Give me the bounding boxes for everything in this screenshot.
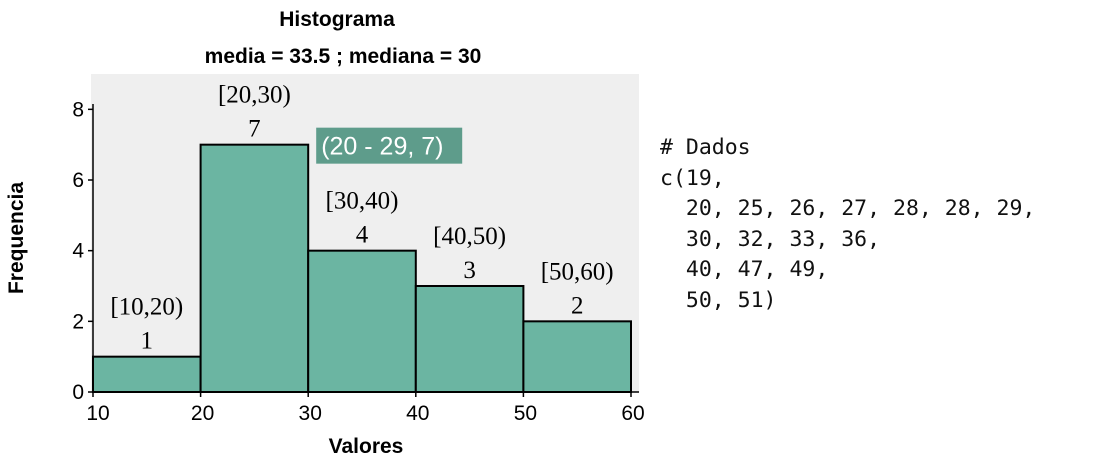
bar-count-label: 2 <box>571 292 584 319</box>
y-tick-label: 0 <box>72 381 84 404</box>
bar-count-label: 4 <box>356 222 369 249</box>
bar-tooltip: (20 - 29, 7) <box>316 127 463 164</box>
code-line: 40, 47, 49, <box>660 257 829 282</box>
y-axis-label: Frequencia <box>5 182 28 294</box>
code-line: 50, 51) <box>660 287 777 313</box>
x-tick-label: 10 <box>86 402 109 425</box>
y-tick-label: 8 <box>72 98 84 121</box>
y-tick-label: 2 <box>72 310 84 333</box>
bar-count-label: 1 <box>141 328 154 355</box>
data-code-panel: # Dados c(19, 20, 25, 26, 27, 28, 28, 29,… <box>660 133 1035 316</box>
bar-count-label: 3 <box>463 257 476 284</box>
histogram-bar[interactable] <box>92 355 202 393</box>
bar-interval-label: [50,60) <box>541 258 614 285</box>
bar-interval-label: [10,20) <box>110 294 183 321</box>
histogram-bar[interactable] <box>199 143 310 393</box>
bar-interval-label: [20,30) <box>218 82 291 109</box>
code-line: c(19, <box>660 165 725 191</box>
tooltip-text: (20 - 29, 7) <box>321 133 443 161</box>
y-tick-label: 6 <box>72 169 84 192</box>
tooltip-box <box>316 127 463 164</box>
x-tick-label: 60 <box>621 402 644 425</box>
bar-interval-label: [30,40) <box>326 188 399 215</box>
x-tick-label: 40 <box>406 402 429 425</box>
histogram-bar[interactable] <box>522 320 633 394</box>
x-tick-label: 30 <box>299 402 322 425</box>
histogram-bar[interactable] <box>414 285 525 393</box>
chart-title: Histograma <box>279 8 395 31</box>
chart-subtitle: media = 33.5 ; mediana = 30 <box>205 45 482 68</box>
y-tick-label: 4 <box>72 240 84 263</box>
histogram-chart: Histograma media = 33.5 ; mediana = 30 1… <box>5 8 645 458</box>
code-line: 20, 25, 26, 27, 28, 28, 29, <box>660 196 1036 221</box>
code-line: # Dados <box>660 135 751 160</box>
x-tick-label: 20 <box>191 402 214 425</box>
code-line: 30, 32, 33, 36, <box>660 226 881 252</box>
histogram-bar[interactable] <box>307 249 417 393</box>
x-axis-label: Valores <box>329 435 404 458</box>
bar-interval-label: [40,50) <box>433 223 506 250</box>
bar-count-label: 7 <box>248 116 261 143</box>
x-tick-label: 50 <box>514 402 537 425</box>
